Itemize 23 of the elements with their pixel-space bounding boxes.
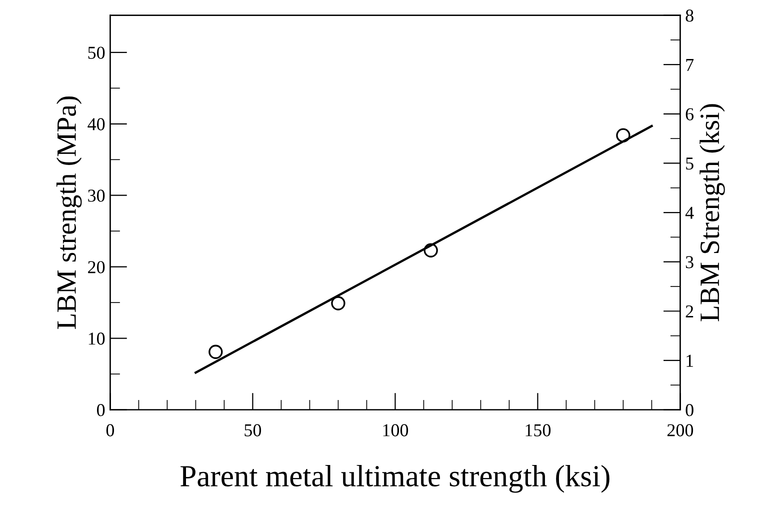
y2-tick-label: 6 <box>686 108 694 120</box>
x-tick-label: 200 <box>667 424 694 436</box>
y-tick-label: 0 <box>97 404 105 416</box>
y-axis-title: LBM strength (MPa) <box>56 96 82 329</box>
y-tick-label: 40 <box>88 118 105 130</box>
y2-tick-label: 4 <box>685 206 694 219</box>
y-tick-label: 20 <box>88 261 105 274</box>
y2-tick-label: 1 <box>686 354 694 367</box>
y2-tick-label: 8 <box>686 10 694 22</box>
y2-tick-label: 5 <box>686 158 694 170</box>
y2-axis-title: LBM Strength (ksi) <box>700 104 725 322</box>
x-tick-label: 100 <box>383 424 408 436</box>
y-tick-label: 50 <box>88 46 105 59</box>
y2-tick-label: 0 <box>686 404 694 416</box>
x-tick-label: 150 <box>526 424 551 436</box>
y2-tick-label: 7 <box>686 59 694 71</box>
x-tick-label: 0 <box>106 424 114 436</box>
y-tick-label: 10 <box>88 332 105 345</box>
x-tick-label: 50 <box>244 424 262 436</box>
x-axis-title: Parent metal ultimate strength (ksi) <box>180 465 610 493</box>
y2-tick-label: 2 <box>686 305 694 318</box>
y2-tick-label: 3 <box>686 256 694 268</box>
y-tick-label: 30 <box>88 190 105 202</box>
